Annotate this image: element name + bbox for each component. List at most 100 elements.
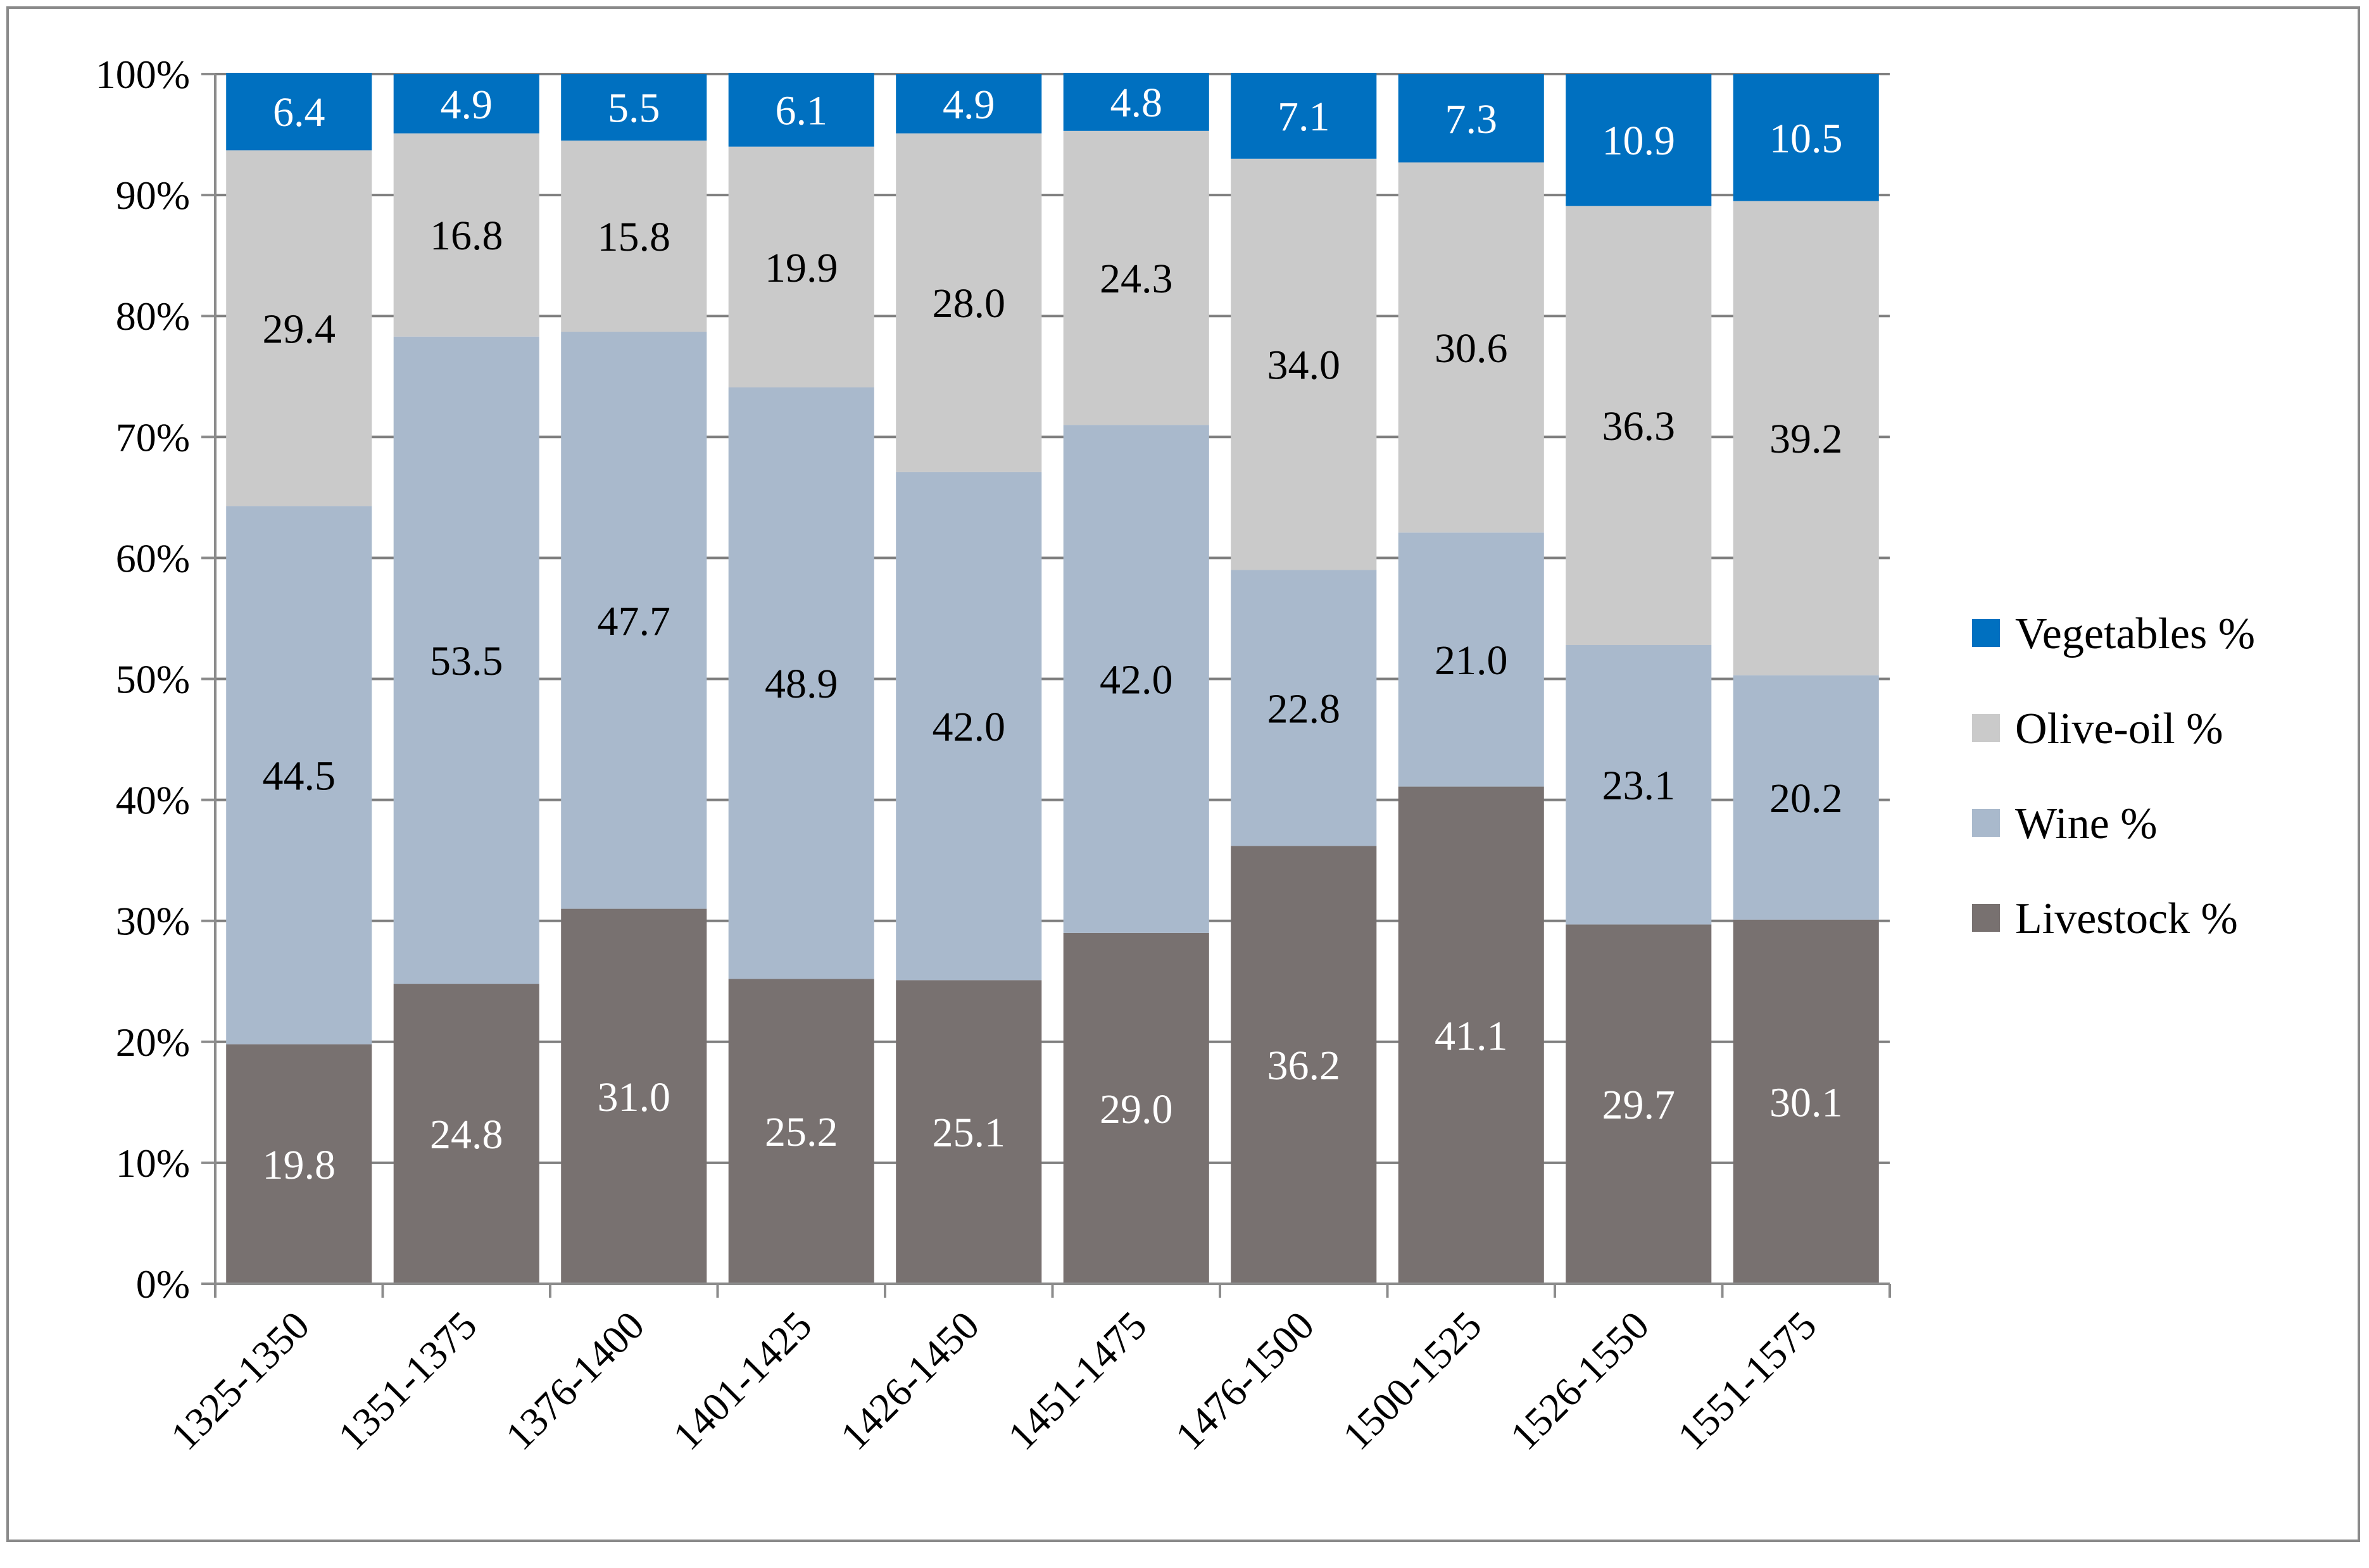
data-label: 47.7 <box>598 598 671 644</box>
x-tick-label: 1500-1525 <box>1334 1303 1490 1458</box>
data-label: 39.2 <box>1769 416 1843 462</box>
data-label: 7.3 <box>1445 96 1498 142</box>
bar-segment-wine <box>1566 644 1712 925</box>
bar-segment-wine <box>226 506 372 1044</box>
legend-item: Olive-oil % <box>1972 705 2223 753</box>
bar-segment-livestock <box>1063 932 1209 1284</box>
y-tick-label: 90% <box>116 173 190 218</box>
y-tick-label: 70% <box>116 415 190 460</box>
data-label: 29.4 <box>263 306 336 352</box>
bar-segment-wine <box>1398 532 1544 787</box>
bar-segment-oliveoil <box>1566 206 1712 645</box>
data-label: 10.9 <box>1602 118 1676 164</box>
x-tick-label: 1351-1375 <box>329 1303 485 1458</box>
data-label: 23.1 <box>1602 763 1676 809</box>
x-tick-label: 1551-1575 <box>1669 1303 1825 1458</box>
bar-segment-vegetables <box>226 73 372 151</box>
bar-segment-wine <box>1231 570 1377 846</box>
legend-item: Livestock % <box>1972 894 2238 943</box>
data-label: 22.8 <box>1267 686 1341 732</box>
y-tick-label: 10% <box>116 1141 190 1186</box>
bar-segment-wine <box>1733 675 1879 920</box>
legend-label: Vegetables % <box>2015 610 2255 658</box>
y-tick-label: 0% <box>136 1262 190 1307</box>
data-label: 36.3 <box>1602 403 1676 449</box>
bar-segment-livestock <box>393 984 539 1284</box>
bar-segment-livestock <box>226 1044 372 1284</box>
data-label: 4.9 <box>441 82 493 128</box>
legend: Vegetables % Olive-oil % Wine % Livestock % <box>1972 610 2255 943</box>
bar-segment-livestock <box>1566 924 1712 1284</box>
data-label: 30.6 <box>1435 325 1508 372</box>
data-label: 25.2 <box>765 1109 838 1155</box>
bar-segment-vegetables <box>561 74 707 141</box>
bar-segment-livestock <box>1398 786 1544 1284</box>
bar-segment-oliveoil <box>728 146 874 387</box>
y-tick-label: 20% <box>116 1020 190 1065</box>
data-label: 6.4 <box>273 89 325 135</box>
data-label: 4.8 <box>1110 80 1163 126</box>
legend-item: Vegetables % <box>1972 610 2255 658</box>
bar-segment-vegetables <box>1398 74 1544 163</box>
bar-segment-livestock <box>896 980 1042 1284</box>
x-tick-label: 1401-1425 <box>664 1303 820 1458</box>
data-label: 31.0 <box>598 1074 671 1120</box>
data-label: 20.2 <box>1769 775 1843 822</box>
x-tick-label: 1476-1500 <box>1167 1303 1323 1458</box>
data-label: 44.5 <box>263 753 336 799</box>
data-label: 19.8 <box>263 1142 336 1188</box>
x-axis-tick-labels: 1325-1350 1351-1375 1376-1400 1401-1425 1426… <box>162 1303 1825 1458</box>
data-label: 53.5 <box>430 638 503 684</box>
data-label: 42.0 <box>933 704 1006 750</box>
bar-segment-livestock <box>728 979 874 1284</box>
data-label: 48.9 <box>765 661 838 707</box>
legend-swatch <box>1972 714 2000 742</box>
y-tick-label: 80% <box>116 294 190 339</box>
bar-segment-oliveoil <box>896 133 1042 472</box>
x-tick-label: 1426-1450 <box>832 1303 988 1458</box>
data-label: 25.1 <box>933 1110 1006 1156</box>
data-label: 4.9 <box>943 82 995 128</box>
legend-swatch <box>1972 619 2000 647</box>
legend-label: Wine % <box>2015 800 2158 848</box>
bar-segment-wine <box>1063 425 1209 933</box>
legend-swatch <box>1972 904 2000 932</box>
axes <box>201 73 1891 1298</box>
bar-segment-livestock <box>561 908 707 1284</box>
data-label: 24.8 <box>430 1112 503 1158</box>
data-label: 7.1 <box>1278 94 1330 140</box>
data-label: 5.5 <box>608 85 660 132</box>
x-tick-label: 1325-1350 <box>162 1303 318 1458</box>
x-tick-label: 1376-1400 <box>497 1303 653 1458</box>
bar-segment-livestock <box>1231 846 1377 1284</box>
y-axis-tick-labels: 0% 10% 20% 30% 40% 50% 60% 70% 80% 90% 100% <box>96 52 190 1307</box>
legend-label: Livestock % <box>2015 894 2238 943</box>
x-tick-label: 1526-1550 <box>1502 1303 1657 1458</box>
bar-segment-vegetables <box>1733 74 1879 201</box>
bar-segment-wine <box>561 332 707 909</box>
bar-segment-livestock <box>1733 919 1879 1284</box>
data-label: 36.2 <box>1267 1043 1341 1089</box>
y-tick-label: 30% <box>116 899 190 944</box>
bar-segment-vegetables <box>1566 74 1712 206</box>
bar-segment-oliveoil <box>1398 162 1544 533</box>
data-label: 29.0 <box>1100 1086 1173 1132</box>
bar-segment-vegetables <box>393 74 539 134</box>
data-label: 28.0 <box>933 280 1006 327</box>
bar-segment-oliveoil <box>226 150 372 506</box>
legend-item: Wine % <box>1972 800 2158 848</box>
data-label: 6.1 <box>776 87 828 134</box>
bar-segment-wine <box>393 336 539 984</box>
legend-label: Olive-oil % <box>2015 705 2223 753</box>
bar-segment-oliveoil <box>561 141 707 332</box>
data-label: 29.7 <box>1602 1082 1676 1128</box>
bars: 19.8 44.5 29.4 6.4 24.8 53.5 16.8 4.9 31.0 47.7 15… <box>226 73 1879 1284</box>
data-label: 15.8 <box>598 214 671 260</box>
bar-segment-oliveoil <box>1063 130 1209 425</box>
bar-segment-wine <box>896 472 1042 981</box>
legend-swatch <box>1972 809 2000 837</box>
y-tick-label: 50% <box>116 657 190 702</box>
bar-segment-oliveoil <box>1231 158 1377 570</box>
bar-segment-wine <box>728 387 874 979</box>
